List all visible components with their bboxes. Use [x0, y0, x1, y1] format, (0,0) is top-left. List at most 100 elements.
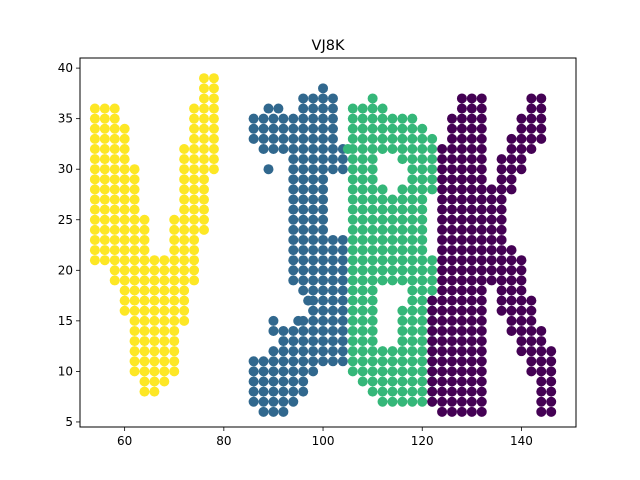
- data-point: [476, 224, 487, 235]
- data-point: [377, 123, 388, 134]
- data-point: [318, 255, 329, 266]
- data-point: [119, 174, 130, 185]
- data-point: [437, 255, 448, 266]
- data-point: [466, 265, 477, 276]
- data-point: [89, 164, 100, 175]
- data-point: [347, 113, 358, 124]
- data-point: [308, 245, 319, 256]
- data-point: [298, 113, 309, 124]
- data-point: [456, 255, 467, 266]
- data-point: [149, 265, 160, 276]
- data-point: [437, 336, 448, 347]
- data-point: [278, 133, 289, 144]
- data-point: [377, 265, 388, 276]
- data-point: [288, 265, 299, 276]
- data-point: [526, 103, 537, 114]
- data-point: [199, 93, 209, 104]
- data-point: [456, 204, 467, 215]
- data-point: [327, 295, 338, 306]
- data-point: [466, 376, 477, 387]
- data-point: [466, 366, 477, 377]
- data-point: [466, 325, 477, 336]
- data-point: [456, 366, 467, 377]
- data-point: [318, 245, 329, 256]
- data-point: [288, 275, 299, 286]
- data-point: [337, 275, 348, 286]
- data-point: [298, 366, 309, 377]
- data-point: [367, 245, 378, 256]
- data-point: [278, 386, 289, 397]
- data-point: [447, 376, 457, 387]
- data-point: [466, 386, 477, 397]
- data-point: [397, 234, 408, 245]
- data-point: [298, 133, 309, 144]
- data-point: [318, 194, 329, 205]
- data-point: [89, 154, 100, 165]
- data-point: [109, 133, 120, 144]
- data-point: [263, 103, 274, 114]
- data-point: [536, 356, 547, 367]
- data-point: [456, 234, 467, 245]
- data-point: [496, 265, 507, 276]
- data-point: [486, 224, 497, 235]
- data-point: [189, 194, 200, 205]
- data-point: [476, 315, 487, 326]
- data-point: [456, 336, 467, 347]
- data-point: [149, 255, 160, 266]
- data-point: [486, 245, 497, 256]
- data-point: [447, 305, 457, 316]
- data-point: [387, 386, 398, 397]
- data-point: [298, 245, 309, 256]
- data-point: [427, 143, 438, 154]
- data-point: [456, 285, 467, 296]
- data-point: [476, 255, 487, 266]
- data-point: [367, 154, 378, 165]
- data-point: [417, 265, 428, 276]
- data-point: [268, 315, 279, 326]
- data-point: [109, 154, 120, 165]
- data-point: [447, 164, 457, 175]
- data-point: [417, 224, 428, 235]
- data-point: [318, 123, 329, 134]
- data-point: [89, 113, 100, 124]
- data-point: [337, 154, 348, 165]
- data-point: [367, 275, 378, 286]
- data-point: [109, 194, 120, 205]
- data-point: [407, 184, 418, 195]
- data-point: [367, 164, 378, 175]
- data-point: [536, 113, 547, 124]
- data-point: [298, 154, 309, 165]
- data-point: [456, 346, 467, 357]
- data-point: [318, 325, 329, 336]
- data-point: [119, 133, 130, 144]
- data-point: [456, 214, 467, 225]
- data-point: [546, 386, 557, 397]
- data-point: [189, 184, 200, 195]
- data-point: [129, 366, 140, 377]
- data-point: [357, 325, 368, 336]
- y-tick-label: 30: [58, 162, 73, 176]
- data-point: [199, 224, 209, 235]
- data-point: [506, 265, 517, 276]
- data-point: [486, 255, 497, 266]
- data-point: [367, 315, 378, 326]
- data-point: [377, 275, 388, 286]
- data-point: [357, 103, 368, 114]
- data-point: [377, 396, 388, 407]
- data-point: [526, 336, 537, 347]
- data-point: [447, 204, 457, 215]
- data-point: [248, 113, 259, 124]
- data-point: [298, 356, 309, 367]
- data-point: [318, 214, 329, 225]
- data-point: [456, 275, 467, 286]
- data-point: [129, 285, 140, 296]
- data-point: [298, 194, 309, 205]
- data-point: [129, 224, 140, 235]
- data-point: [367, 336, 378, 347]
- data-point: [159, 305, 170, 316]
- data-point: [357, 224, 368, 235]
- data-point: [456, 154, 467, 165]
- data-point: [367, 295, 378, 306]
- data-point: [99, 143, 110, 154]
- series-0: [89, 73, 219, 397]
